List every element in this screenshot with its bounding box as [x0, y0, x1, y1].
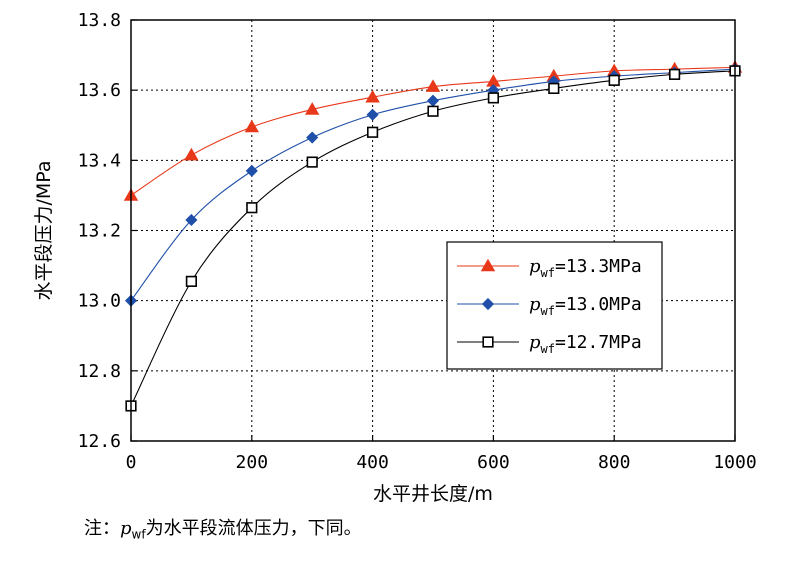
y-tick-label: 13.2: [78, 221, 121, 242]
legend-triangle-marker: [480, 258, 496, 272]
y-tick-label: 12.6: [78, 431, 121, 452]
legend-value: =13.0MPa: [555, 294, 642, 315]
x-axis-label: 水平井长度/m: [373, 483, 493, 505]
x-tick-label: 0: [126, 452, 137, 473]
series-line: [130, 70, 736, 407]
y-tick-label: 13.6: [78, 80, 121, 101]
plot-frame: [130, 19, 736, 442]
footnote-text: 为水平段流体压力，下同。: [145, 518, 362, 539]
x-tick-label: 800: [598, 452, 631, 473]
diamond-marker: [245, 164, 258, 177]
series-line: [130, 68, 736, 301]
legend-value: =12.7MPa: [555, 332, 642, 353]
x-tick-label: 200: [236, 452, 269, 473]
x-tick-label: 600: [477, 452, 510, 473]
legend-item-1: pwf=13.3MPa: [457, 256, 642, 280]
legend-symbol: p: [529, 332, 541, 353]
triangle-marker: [305, 102, 320, 115]
chart: 12.6 12.8 13.0 13.2 13.4 13.6 13.8 0 200 400 600 8…: [33, 10, 757, 505]
legend-label: pwf=12.7MPa: [529, 332, 642, 356]
square-marker: [185, 275, 198, 287]
series-1: [123, 60, 743, 201]
legend-square-marker: [482, 336, 494, 348]
x-ticks: 0 200 400 600 800 1000: [126, 435, 757, 473]
y-tick-label: 12.8: [78, 361, 121, 382]
y-tick-label: 13.0: [78, 291, 121, 312]
y-tick-label: 13.8: [78, 10, 121, 31]
footnote: 注：pwf为水平段流体压力，下同。: [84, 514, 362, 542]
square-marker: [608, 74, 620, 86]
diamond-marker: [185, 213, 198, 227]
diamond-marker: [426, 94, 440, 107]
legend-value: =13.3MPa: [555, 256, 642, 277]
triangle-marker: [184, 147, 199, 161]
y-ticks: 12.6 12.8 13.0 13.2 13.4 13.6 13.8: [78, 10, 137, 452]
triangle-marker: [425, 79, 441, 92]
legend-symbol: p: [529, 294, 541, 315]
x-tick-label: 1000: [713, 452, 756, 473]
y-tick-label: 13.4: [78, 150, 121, 171]
square-marker: [306, 156, 318, 168]
legend-label: pwf=13.3MPa: [529, 256, 642, 280]
legend-subscript: wf: [541, 266, 555, 280]
legend-diamond-marker: [481, 297, 495, 311]
square-marker: [366, 126, 379, 138]
square-marker: [668, 68, 681, 80]
y-axis-label: 水平段压力/MPa: [33, 160, 55, 300]
legend-subscript: wf: [541, 304, 555, 318]
legend-item-2: pwf=13.0MPa: [457, 294, 642, 318]
legend-box: [446, 241, 663, 370]
footnote-prefix: 注：: [84, 518, 120, 539]
square-marker: [427, 105, 439, 117]
legend-symbol: p: [529, 256, 541, 277]
square-marker: [487, 92, 500, 104]
triangle-marker: [365, 89, 380, 103]
legend-label: pwf=13.0MPa: [529, 294, 642, 318]
square-marker: [548, 82, 560, 95]
diamond-marker: [306, 131, 319, 144]
footnote-subscript: wf: [131, 527, 146, 542]
legend-item-3: pwf=12.7MPa: [457, 332, 642, 356]
footnote-symbol: p: [120, 518, 132, 539]
square-marker: [246, 202, 258, 214]
diamond-marker: [366, 108, 379, 121]
x-tick-label: 400: [356, 452, 389, 473]
triangle-marker: [244, 119, 259, 133]
legend-subscript: wf: [541, 342, 555, 356]
